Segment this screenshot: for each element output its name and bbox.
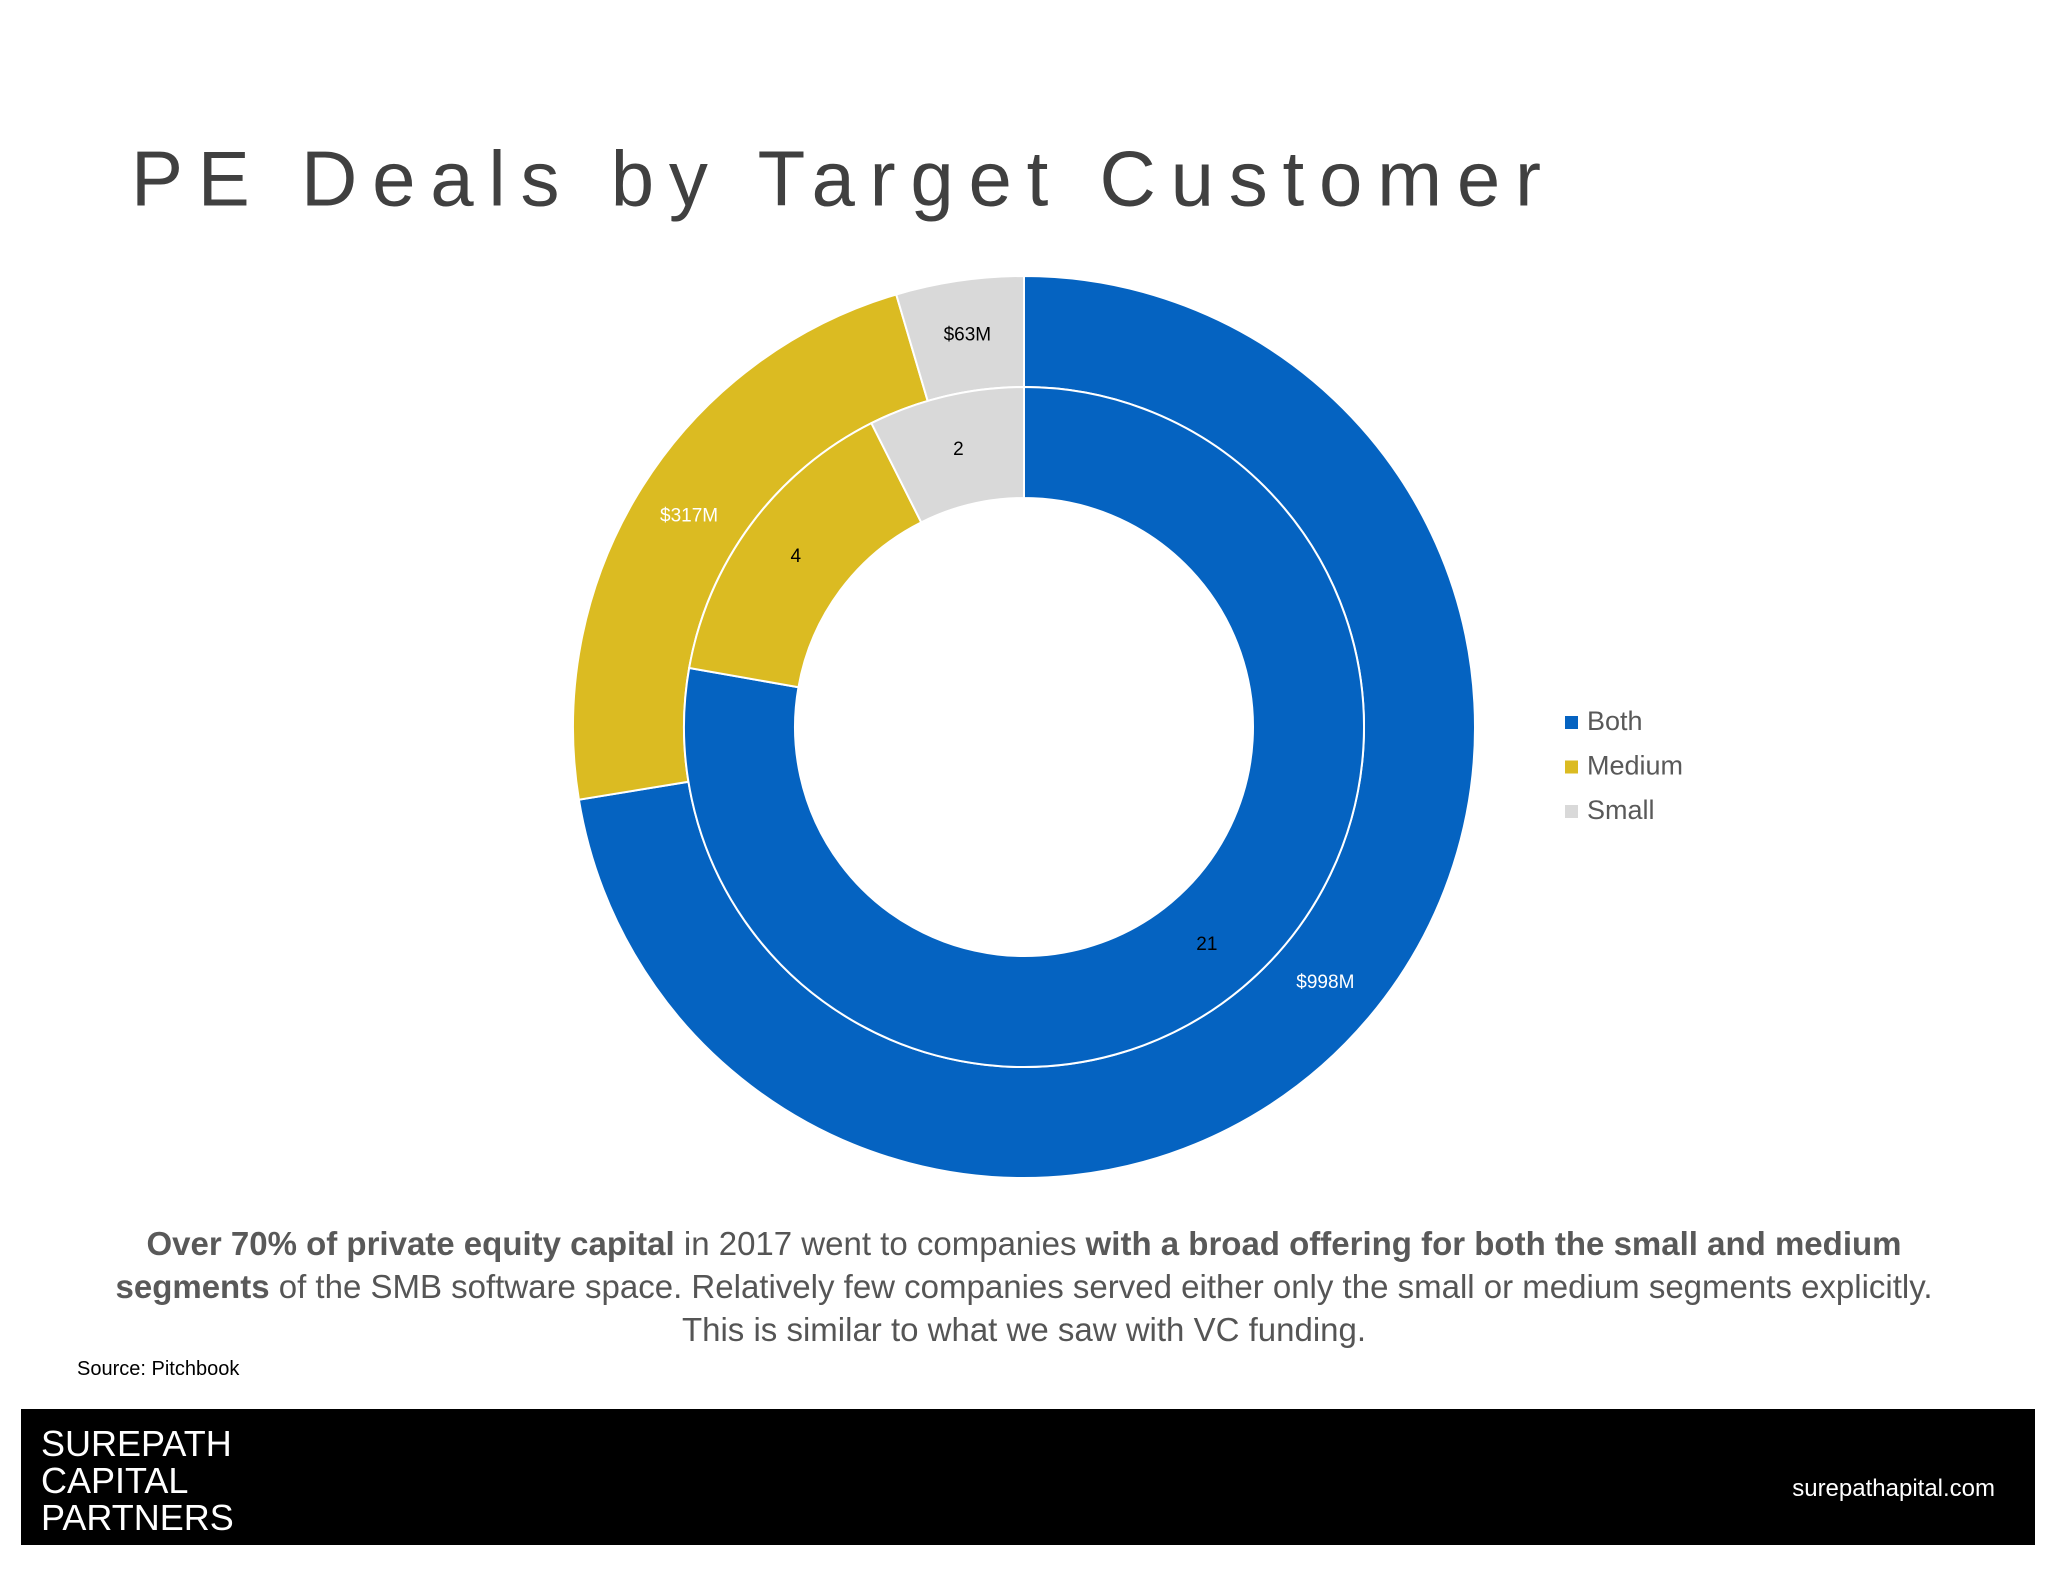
caption-text: with a broad offering for both the small… — [115, 1225, 1902, 1305]
data-label: 2 — [953, 439, 964, 460]
chart: PE Deals by Target Customer $998M $317M $6… — [131, 135, 1683, 1179]
data-label: $63M — [944, 325, 992, 346]
caption: Over 70% of private equity capital in 20… — [110, 1222, 1938, 1351]
logo-line: CAPITAL — [41, 1460, 189, 1501]
legend-label: Both — [1587, 706, 1643, 736]
legend-swatch — [1565, 805, 1578, 818]
data-label: $317M — [660, 506, 718, 527]
logo-line: SUREPATH — [41, 1423, 232, 1464]
caption-text: Over 70% of private equity capital — [146, 1225, 675, 1262]
data-label: 21 — [1196, 934, 1217, 955]
legend-swatch — [1565, 760, 1578, 774]
caption-text: in 2017 went to companies — [674, 1225, 1086, 1262]
legend-swatch — [1565, 716, 1578, 729]
chart-title: PE Deals by Target Customer — [131, 135, 1541, 223]
source-note: Source: Pitchbook — [77, 1358, 240, 1380]
logo: SUREPATH CAPITAL PARTNERS — [41, 1425, 234, 1536]
legend-label: Medium — [1587, 751, 1683, 781]
logo-line: PARTNERS — [41, 1497, 234, 1538]
caption-text: of the SMB software space. Relatively fe… — [269, 1268, 1933, 1348]
footer: SUREPATH CAPITAL PARTNERS surepathapital.c… — [21, 1409, 2035, 1545]
website: surepathapital.com — [1792, 1475, 1995, 1502]
data-label: $998M — [1296, 972, 1354, 993]
legend-label: Small — [1587, 795, 1655, 825]
donut-slice — [683, 385, 1365, 1068]
donut-slice — [870, 385, 1025, 524]
data-label: 4 — [791, 546, 802, 567]
